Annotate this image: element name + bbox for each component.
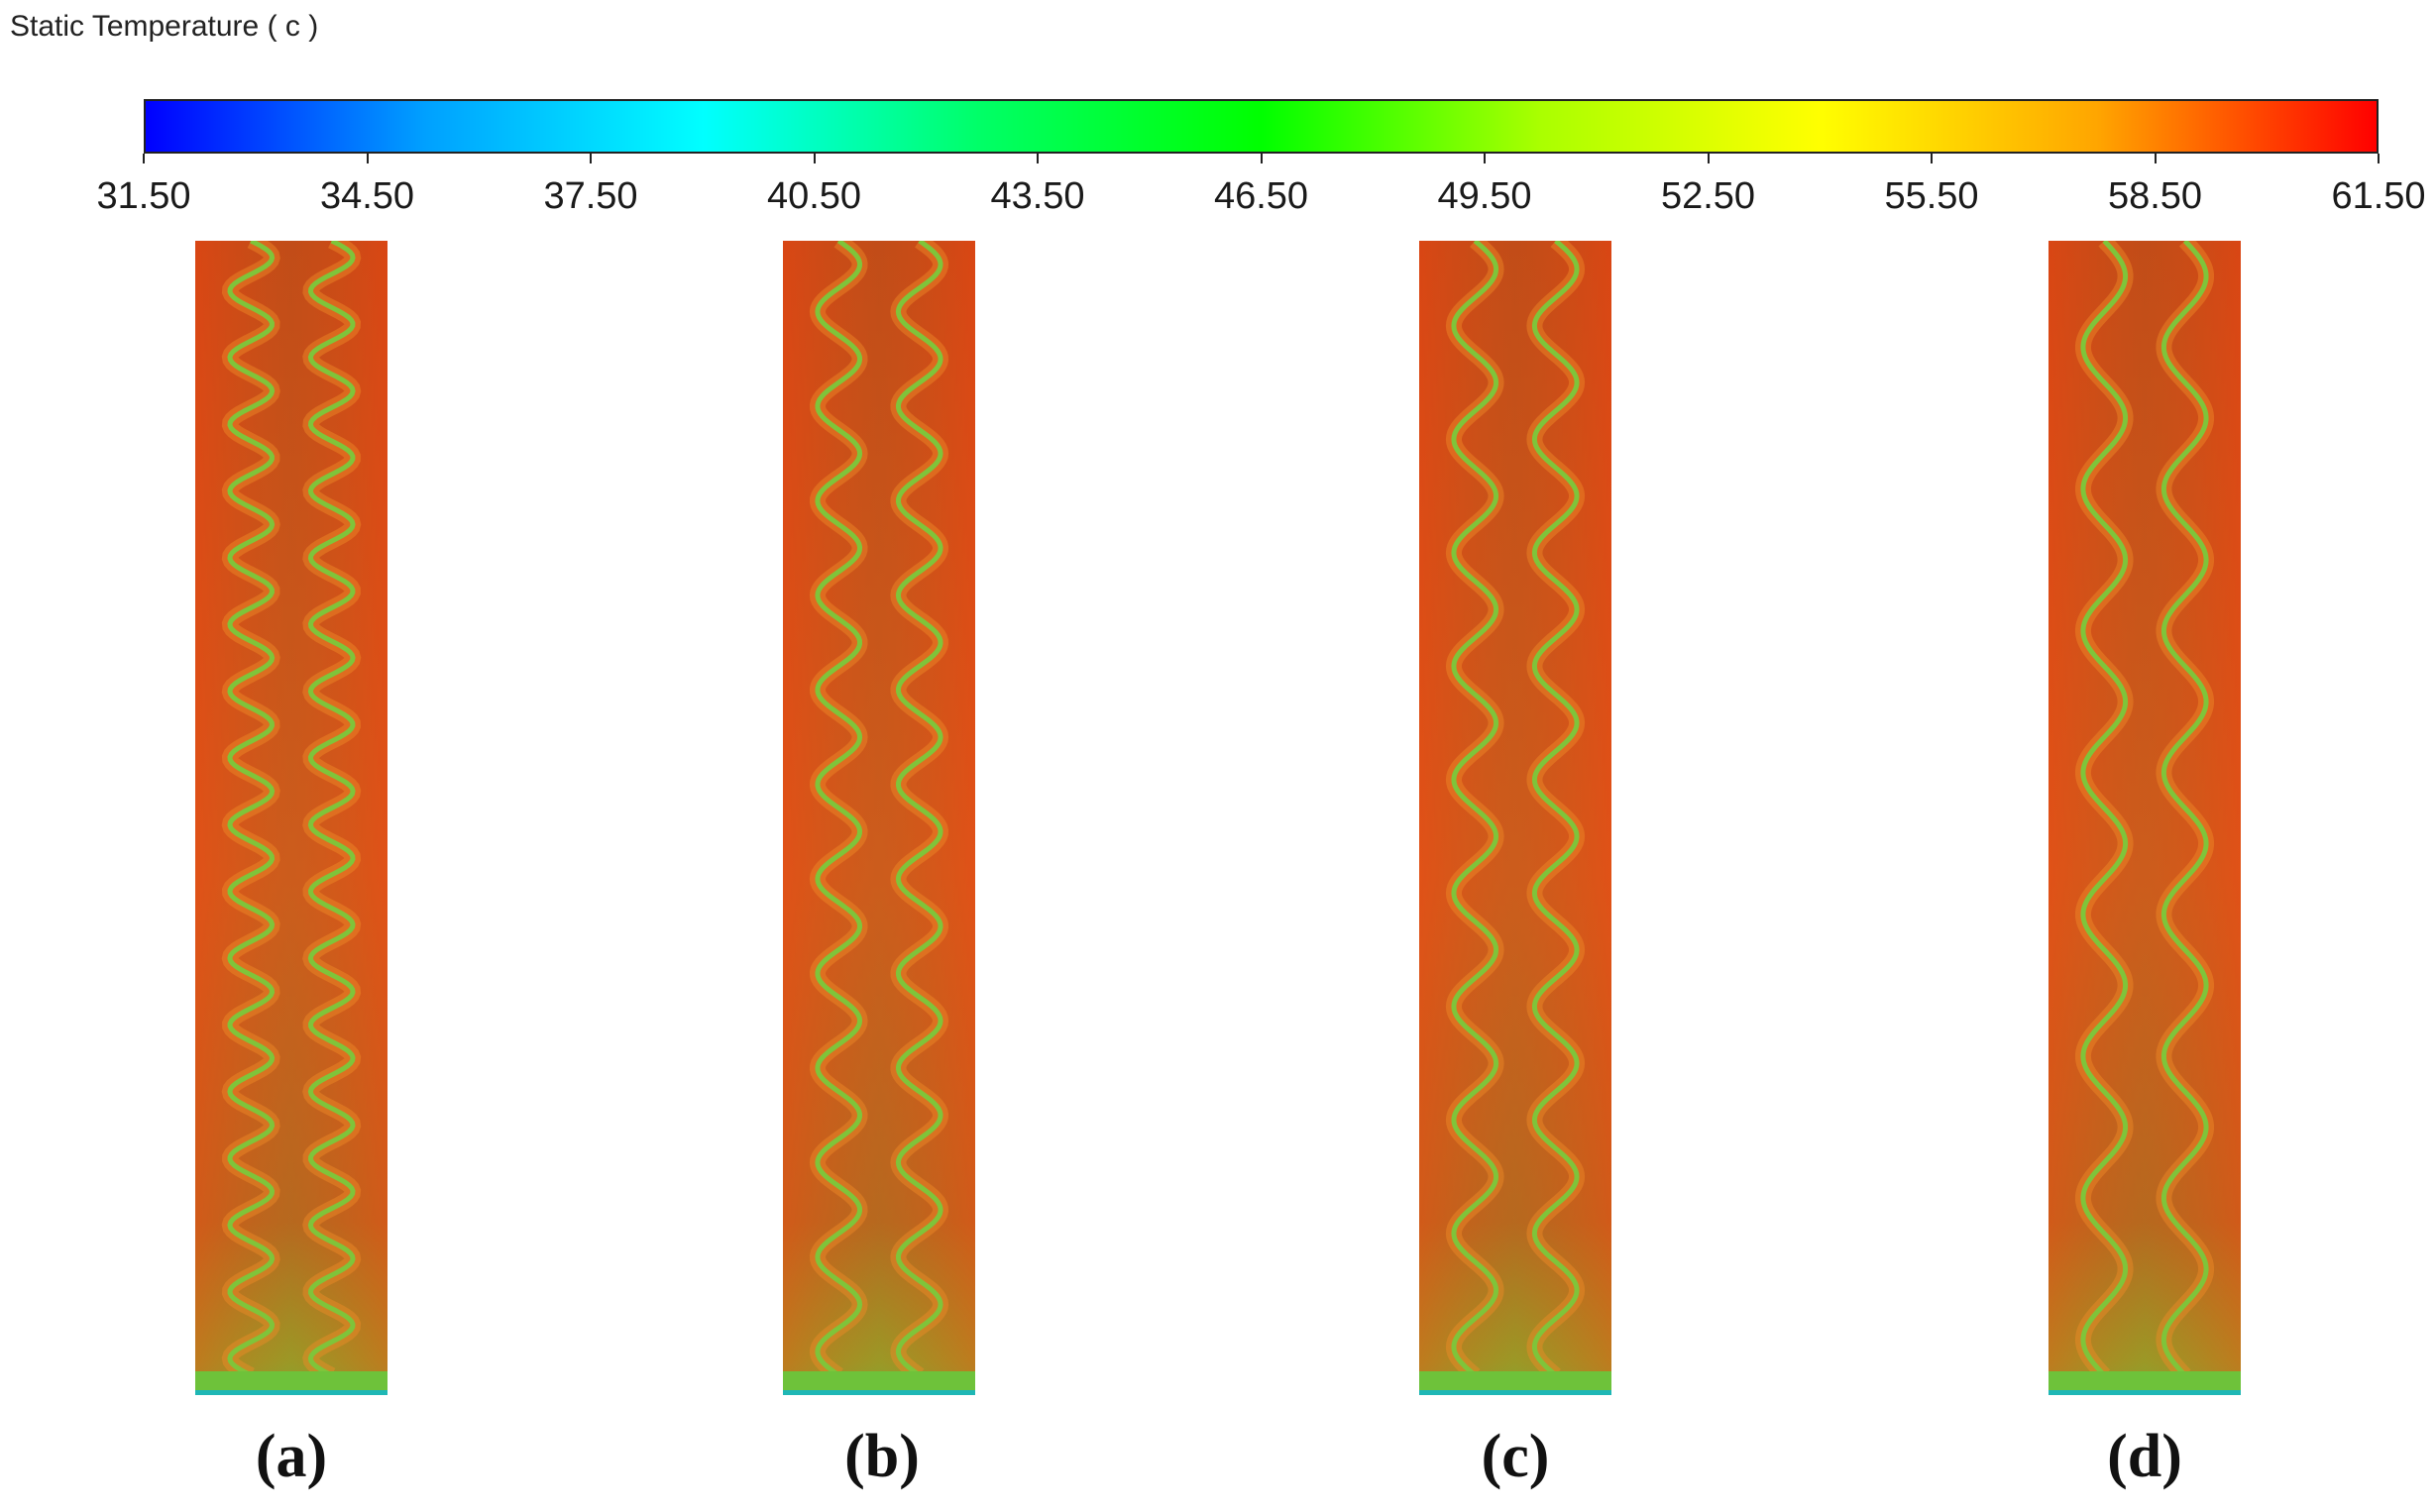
wavy-channel-2	[2160, 241, 2209, 1377]
colorbar-tick-label: 31.50	[96, 175, 191, 217]
panel-label-a: (a)	[255, 1423, 328, 1490]
colorbar-tick-mark	[1931, 154, 1933, 163]
wavy-channel-2	[1531, 241, 1580, 1377]
contour-plot	[2048, 241, 2241, 1395]
panel-label-b: (b)	[844, 1423, 920, 1490]
colorbar-tick-mark	[1707, 154, 1710, 163]
colorbar-tick-mark	[2378, 154, 2380, 163]
panel-b	[783, 241, 975, 1395]
colorbar-tick-mark	[143, 154, 145, 163]
contour-plot	[783, 241, 975, 1395]
inlet-edge	[195, 1390, 388, 1395]
panel-label-d: (d)	[2107, 1423, 2182, 1490]
wavy-channel-1	[2080, 241, 2129, 1377]
colorbar-tick-mark	[590, 154, 592, 163]
legend-title: Static Temperature ( c )	[10, 10, 319, 43]
domain-shading	[195, 241, 388, 1395]
inlet-edge	[783, 1390, 975, 1395]
colorbar-tick-label: 46.50	[1213, 175, 1309, 217]
domain-shading	[2048, 241, 2241, 1395]
colorbar-tick-mark	[813, 154, 816, 163]
wavy-channel-1	[227, 241, 276, 1378]
colorbar-tick-label: 37.50	[543, 175, 638, 217]
colorbar-ticks: 31.50 34.50 37.50 40.50 43.50 46.50 49.50 52.50…	[96, 154, 2426, 223]
colorbar-tick-label: 49.50	[1437, 175, 1532, 217]
contour-plot	[195, 241, 388, 1395]
colorbar-tick-label: 52.50	[1660, 175, 1756, 217]
colorbar-tick-label: 58.50	[2107, 175, 2203, 217]
domain-shading	[1419, 241, 1611, 1395]
colorbar-tick-mark	[1260, 154, 1263, 163]
colorbar-tick-label: 61.50	[2331, 175, 2426, 217]
colorbar-tick-label: 55.50	[1884, 175, 1979, 217]
wavy-channel-1	[815, 241, 863, 1378]
colorbar-tick-mark	[1037, 154, 1039, 163]
wavy-channel-2	[895, 241, 943, 1378]
colorbar	[144, 99, 2379, 154]
contour-plot	[1419, 241, 1611, 1395]
colorbar-tick-label: 43.50	[990, 175, 1085, 217]
colorbar-tick-mark	[1484, 154, 1486, 163]
colorbar-tick-mark	[2154, 154, 2157, 163]
colorbar-tick-label: 40.50	[766, 175, 862, 217]
inlet-edge	[2048, 1390, 2241, 1395]
domain-shading	[783, 241, 975, 1395]
panel-c	[1419, 241, 1611, 1395]
wavy-channel-1	[1451, 241, 1499, 1377]
panel-d	[2048, 241, 2241, 1395]
panel-a	[195, 241, 388, 1395]
colorbar-tick-mark	[366, 154, 369, 163]
colorbar-tick-label: 34.50	[319, 175, 415, 217]
panel-label-c: (c)	[1481, 1423, 1550, 1490]
inlet-edge	[1419, 1390, 1611, 1395]
wavy-channel-2	[307, 241, 356, 1378]
